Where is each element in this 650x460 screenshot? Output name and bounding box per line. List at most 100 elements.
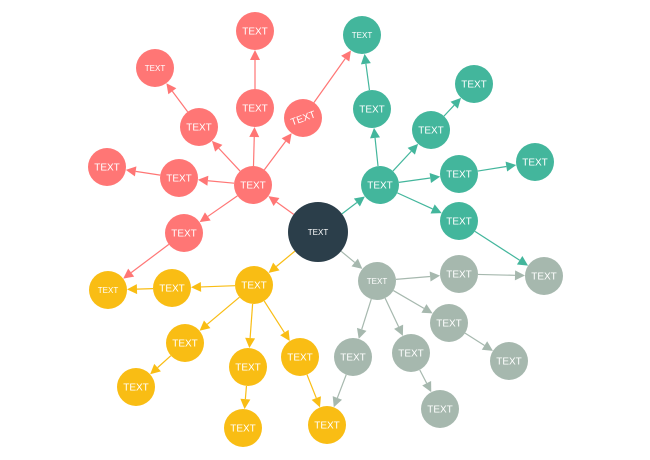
- edge-y0-y7: [263, 300, 290, 341]
- edge-t0-t7: [397, 192, 442, 214]
- node-circle: [440, 155, 478, 193]
- node-y5[interactable]: TEXT: [229, 348, 267, 386]
- node-label: TEXT: [242, 104, 268, 115]
- node-r5[interactable]: TEXT: [284, 99, 322, 137]
- node-t1[interactable]: TEXT: [343, 16, 381, 54]
- arrow-head: [429, 271, 441, 282]
- edge-r0-r7: [197, 175, 235, 186]
- edge-t3-t4: [443, 97, 462, 117]
- node-r8[interactable]: TEXT: [165, 214, 203, 252]
- arrow-head: [125, 166, 137, 177]
- node-label: TEXT: [446, 170, 472, 181]
- edge-r4-r2: [166, 83, 189, 113]
- node-y8[interactable]: TEXT: [308, 406, 346, 444]
- edge-y2-y1: [126, 284, 154, 295]
- node-circle: [392, 334, 430, 372]
- node-circle: [165, 214, 203, 252]
- arrow-head: [166, 83, 177, 95]
- node-circle: [343, 16, 381, 54]
- edge-r0-r5: [263, 133, 292, 171]
- node-circle: [440, 255, 478, 293]
- edge-g0-g1: [395, 271, 441, 282]
- node-y7[interactable]: TEXT: [281, 338, 319, 376]
- node-y2[interactable]: TEXT: [153, 269, 191, 307]
- node-r4[interactable]: TEXT: [180, 108, 218, 146]
- node-y0[interactable]: TEXT: [235, 266, 273, 304]
- node-c[interactable]: TEXT: [288, 202, 348, 262]
- edge-line: [135, 170, 161, 176]
- node-label: TEXT: [340, 353, 366, 364]
- node-y6[interactable]: TEXT: [224, 409, 262, 447]
- node-g0[interactable]: TEXT: [358, 262, 396, 300]
- arrow-head: [481, 341, 493, 351]
- node-circle: [455, 65, 493, 103]
- edge-g0-g3: [393, 290, 433, 314]
- node-label: TEXT: [352, 31, 373, 40]
- node-r2[interactable]: TEXT: [136, 49, 174, 87]
- edge-line: [361, 298, 372, 330]
- arrow-head: [351, 258, 363, 269]
- edge-y0-y2: [190, 281, 236, 292]
- edge-y5-y6: [240, 385, 251, 410]
- arrow-head: [514, 270, 526, 281]
- node-r3[interactable]: TEXT: [236, 89, 274, 127]
- node-label: TEXT: [446, 217, 472, 228]
- node-label: TEXT: [446, 270, 472, 281]
- node-y3[interactable]: TEXT: [166, 324, 204, 362]
- arrow-head: [280, 329, 290, 341]
- node-t3[interactable]: TEXT: [412, 111, 450, 149]
- node-r6[interactable]: TEXT: [88, 148, 126, 186]
- node-r1[interactable]: TEXT: [236, 12, 274, 50]
- node-circle: [88, 148, 126, 186]
- node-circle: [166, 324, 204, 362]
- node-label: TEXT: [427, 405, 453, 416]
- node-t6[interactable]: TEXT: [516, 143, 554, 181]
- edges: [123, 50, 529, 410]
- node-t2[interactable]: TEXT: [353, 90, 391, 128]
- node-g1[interactable]: TEXT: [440, 255, 478, 293]
- edge-line: [130, 243, 170, 274]
- node-circle: [430, 304, 468, 342]
- edge-line: [477, 273, 516, 276]
- node-circle: [224, 409, 262, 447]
- edge-line: [395, 275, 431, 280]
- node-t7[interactable]: TEXT: [440, 202, 478, 240]
- node-t5[interactable]: TEXT: [440, 155, 478, 193]
- node-t4[interactable]: TEXT: [455, 65, 493, 103]
- edge-line: [252, 136, 255, 167]
- node-label: TEXT: [123, 383, 149, 394]
- edge-line: [244, 385, 248, 400]
- node-g7[interactable]: TEXT: [421, 390, 459, 428]
- node-label: TEXT: [287, 353, 313, 364]
- edge-t2-t1: [360, 53, 371, 91]
- node-g6[interactable]: TEXT: [392, 334, 430, 372]
- edge-line: [207, 180, 235, 184]
- edge-line: [249, 303, 254, 339]
- node-circle: [229, 348, 267, 386]
- node-g5[interactable]: TEXT: [334, 338, 372, 376]
- node-r0[interactable]: TEXT: [234, 166, 272, 204]
- edge-r7-r6: [125, 166, 161, 177]
- edge-line: [157, 355, 172, 369]
- edge-g1-g2: [477, 270, 526, 281]
- edge-line: [206, 296, 240, 325]
- node-g2[interactable]: TEXT: [525, 257, 563, 295]
- node-r7[interactable]: TEXT: [160, 159, 198, 197]
- edge-c-y0: [268, 250, 296, 273]
- node-circle: [180, 108, 218, 146]
- node-label: TEXT: [94, 163, 120, 174]
- node-g4[interactable]: TEXT: [490, 342, 528, 380]
- edge-c-g0: [340, 250, 363, 269]
- node-t0[interactable]: TEXT: [361, 166, 399, 204]
- edge-line: [313, 58, 346, 103]
- arrow-head: [211, 140, 223, 152]
- node-label: TEXT: [314, 421, 340, 432]
- edge-line: [171, 90, 189, 113]
- node-circle: [234, 166, 272, 204]
- node-g3[interactable]: TEXT: [430, 304, 468, 342]
- edge-t7-g2: [474, 230, 529, 266]
- edge-r5-t1: [313, 50, 351, 103]
- edge-y7-y8: [306, 374, 321, 408]
- node-y1[interactable]: TEXT: [89, 271, 127, 309]
- node-y4[interactable]: TEXT: [117, 368, 155, 406]
